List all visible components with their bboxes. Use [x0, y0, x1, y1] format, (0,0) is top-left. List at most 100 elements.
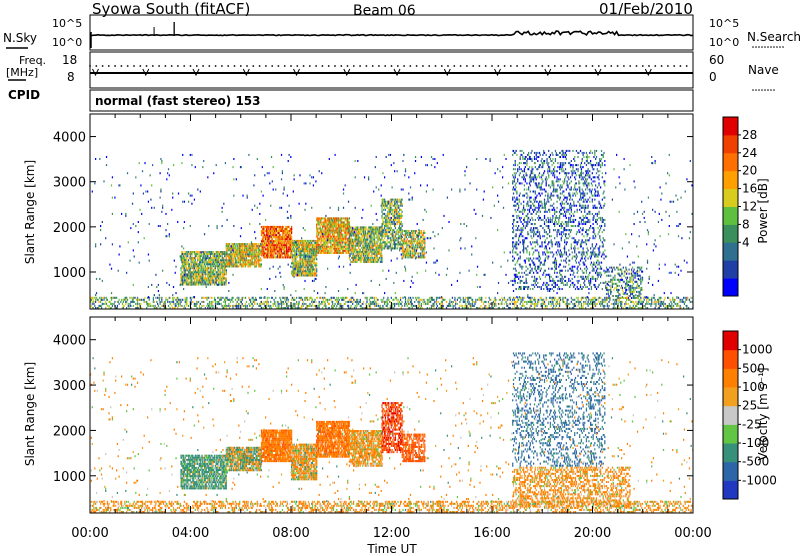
- data-cell: [552, 174, 554, 177]
- data-cell: [322, 235, 325, 238]
- data-cell: [381, 248, 383, 251]
- data-cell: [244, 249, 246, 252]
- data-cell: [513, 218, 516, 221]
- data-cell: [244, 247, 246, 250]
- data-cell: [291, 256, 294, 259]
- data-cell: [214, 257, 217, 260]
- data-cell: [288, 238, 290, 241]
- data-cell: [212, 275, 214, 278]
- data-cell: [514, 281, 516, 284]
- data-cell: [566, 198, 568, 201]
- data-cell: [311, 239, 313, 242]
- data-cell: [314, 250, 316, 253]
- data-cell: [515, 210, 517, 213]
- data-cell: [521, 279, 523, 282]
- data-cell: [558, 279, 560, 282]
- data-cell: [322, 233, 325, 236]
- data-cell: [260, 263, 263, 266]
- data-cell: [258, 265, 260, 268]
- data-cell: [328, 251, 330, 254]
- data-cell: [353, 260, 355, 263]
- data-cell: [423, 254, 425, 257]
- data-cell: [291, 248, 294, 251]
- data-cell: [234, 251, 237, 254]
- data-cell: [516, 247, 518, 250]
- data-cell: [313, 244, 315, 247]
- data-cell: [411, 234, 413, 237]
- data-cell: [335, 249, 337, 252]
- data-cell: [261, 242, 263, 245]
- data-cell: [280, 238, 283, 241]
- data-cell: [298, 254, 300, 257]
- data-cell: [267, 252, 269, 255]
- data-cell: [244, 245, 246, 248]
- data-cell: [321, 231, 323, 234]
- data-cell: [290, 254, 292, 257]
- data-cell: [270, 256, 272, 259]
- data-cell: [285, 234, 287, 237]
- data-cell: [343, 249, 346, 252]
- data-cell: [320, 217, 322, 220]
- data-cell: [322, 229, 325, 232]
- data-cell: [572, 164, 574, 167]
- data-cell: [349, 248, 351, 251]
- data-cell: [192, 283, 194, 286]
- data-cell: [373, 226, 375, 229]
- data-cell: [552, 170, 554, 173]
- data-cell: [287, 242, 289, 245]
- data-cell: [295, 262, 297, 265]
- data-cell: [523, 151, 525, 154]
- data-cell: [414, 250, 416, 253]
- data-cell: [249, 255, 251, 258]
- data-cell: [190, 273, 192, 276]
- data-cell: [343, 225, 346, 228]
- data-cell: [570, 229, 572, 232]
- data-cell: [424, 246, 426, 249]
- data-cell: [559, 216, 561, 219]
- data-cell: [318, 217, 320, 220]
- data-cell: [193, 261, 196, 264]
- data-cell: [191, 255, 193, 258]
- data-cell: [258, 263, 260, 266]
- data-cell: [223, 253, 225, 256]
- data-cell: [294, 246, 296, 249]
- data-cell: [302, 270, 304, 273]
- data-cell: [549, 251, 552, 254]
- data-cell: [193, 257, 196, 260]
- data-cell: [188, 269, 191, 272]
- data-cell: [551, 251, 553, 254]
- data-cell: [235, 261, 237, 264]
- data-cell: [269, 246, 271, 249]
- data-cell: [303, 244, 305, 247]
- data-cell: [221, 251, 223, 254]
- data-cell: [311, 252, 313, 255]
- data-cell: [205, 263, 207, 266]
- data-cell: [541, 182, 543, 185]
- data-cell: [271, 234, 273, 237]
- data-cell: [260, 247, 263, 250]
- data-cell: [334, 223, 336, 226]
- data-cell: [401, 204, 403, 207]
- data-cell: [308, 274, 310, 277]
- data-cell: [270, 244, 273, 247]
- data-cell: [280, 242, 283, 245]
- data-cell: [406, 256, 408, 259]
- data-cell: [224, 269, 226, 272]
- data-cell: [533, 190, 535, 193]
- data-cell: [545, 225, 547, 228]
- data-cell: [512, 164, 515, 167]
- data-cell: [567, 186, 569, 189]
- data-cell: [193, 273, 196, 276]
- data-cell: [227, 243, 229, 246]
- data-cell: [535, 269, 537, 272]
- data-cell: [319, 249, 321, 252]
- data-cell: [224, 277, 226, 280]
- data-cell: [195, 253, 197, 256]
- data-cell: [195, 255, 197, 258]
- data-cell: [311, 242, 313, 245]
- data-cell: [319, 229, 321, 232]
- data-cell: [359, 226, 361, 229]
- data-cell: [310, 250, 312, 253]
- data-cell: [570, 245, 572, 248]
- data-cell: [364, 252, 366, 255]
